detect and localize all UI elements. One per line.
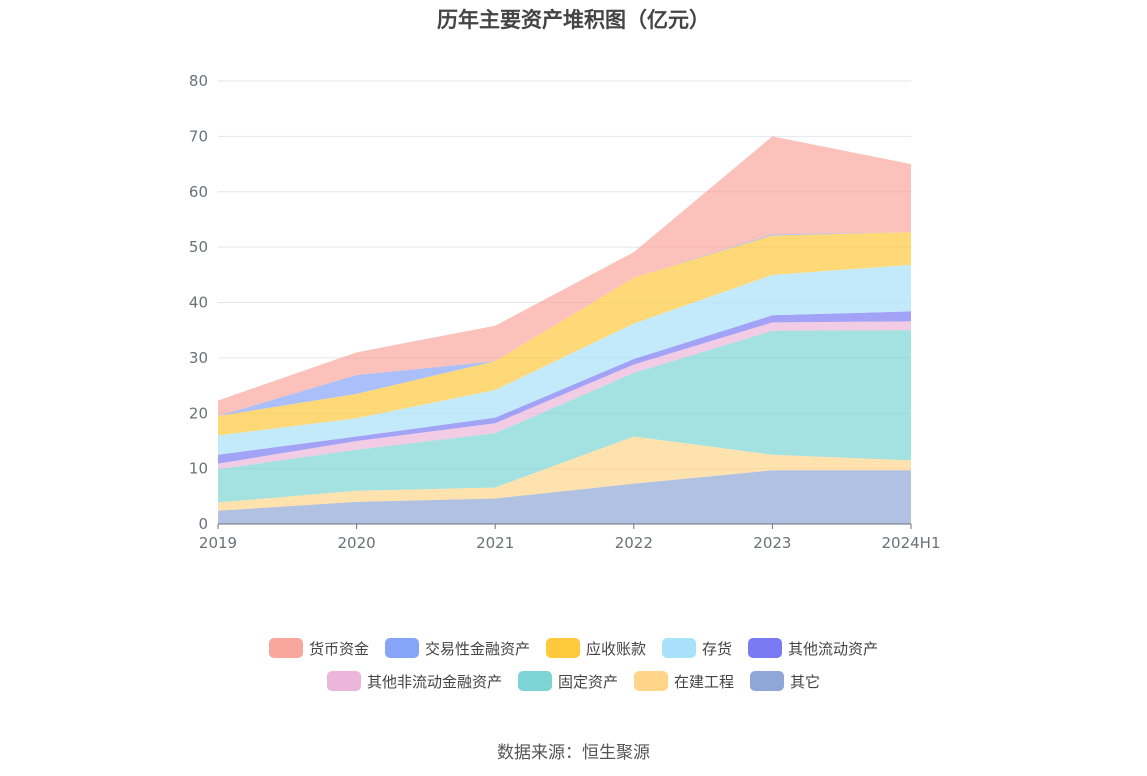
legend-swatch [662, 638, 696, 658]
x-tick-label: 2020 [338, 534, 376, 552]
y-tick-label: 80 [189, 72, 208, 90]
area-series-5[interactable] [218, 264, 911, 455]
legend-item[interactable]: 固定资产 [517, 669, 618, 693]
y-tick-label: 70 [189, 127, 208, 145]
legend-row: 其他非流动金融资产 固定资产 在建工程 其它 [0, 669, 1147, 693]
y-tick-label: 20 [189, 404, 208, 422]
chart-title: 历年主要资产堆积图（亿元） [437, 8, 710, 32]
legend-label: 其它 [790, 672, 821, 691]
legend-item[interactable]: 应收账款 [545, 636, 646, 660]
area-series-0[interactable] [218, 470, 911, 524]
x-tick-label: 2021 [476, 534, 514, 552]
x-tick-label: 2022 [615, 534, 653, 552]
stacked-area-chart: 0 10 20 30 40 50 60 70 80 2019 2020 2021 2022 2023 202… [189, 72, 941, 552]
legend-swatch [517, 671, 552, 691]
x-tick-label: 2019 [199, 534, 237, 552]
legend-label: 存货 [702, 639, 733, 658]
legend-label: 在建工程 [674, 672, 735, 691]
area-series-7[interactable] [218, 232, 911, 417]
legend-swatch [545, 638, 580, 658]
legend-label: 其他流动资产 [788, 639, 879, 658]
legend-label: 其他非流动金融资产 [366, 672, 502, 691]
y-tick-label: 0 [198, 515, 208, 533]
legend-label: 固定资产 [557, 672, 618, 691]
data-source-note: 数据来源：恒生聚源 [497, 743, 650, 763]
x-tick-label: 2024H1 [882, 534, 941, 552]
area-series-group [218, 136, 911, 524]
legend-item[interactable]: 其它 [750, 669, 820, 693]
legend-swatch [268, 638, 303, 658]
legend-label: 货币资金 [308, 639, 369, 658]
x-tick-label: 2023 [753, 534, 791, 552]
area-series-8[interactable] [218, 136, 911, 417]
legend-swatch [384, 638, 419, 658]
area-series-6[interactable] [218, 232, 911, 436]
area-series-3[interactable] [218, 321, 911, 470]
y-tick-label: 50 [189, 238, 208, 256]
legend-item[interactable]: 交易性金融资产 [384, 636, 530, 660]
y-tick-label: 60 [189, 183, 208, 201]
area-series-2[interactable] [218, 330, 911, 503]
area-series-1[interactable] [218, 436, 911, 511]
legend-swatch [326, 671, 361, 691]
legend-swatch [634, 671, 668, 691]
legend-item[interactable]: 在建工程 [634, 669, 734, 693]
y-tick-label: 40 [189, 294, 208, 312]
legend-label: 交易性金融资产 [424, 639, 530, 658]
area-series-4[interactable] [218, 311, 911, 464]
legend-swatch [748, 638, 783, 658]
y-tick-label: 30 [189, 349, 208, 367]
legend-item[interactable]: 存货 [662, 636, 732, 660]
legend-swatch [750, 671, 785, 691]
y-tick-label: 10 [189, 460, 208, 478]
legend-item[interactable]: 货币资金 [268, 636, 369, 660]
legend: 货币资金 交易性金融资产 应收账款 存货 其他流动资产其他非流动金融资产 固定资产 在建工程… [0, 636, 1147, 702]
legend-label: 应收账款 [585, 639, 646, 658]
legend-item[interactable]: 其他非流动金融资产 [326, 669, 502, 693]
axes: 0 10 20 30 40 50 60 70 80 2019 2020 2021 2022 2023 202… [189, 72, 941, 552]
legend-row: 货币资金 交易性金融资产 应收账款 存货 其他流动资产 [0, 636, 1147, 660]
legend-item[interactable]: 其他流动资产 [748, 636, 878, 660]
